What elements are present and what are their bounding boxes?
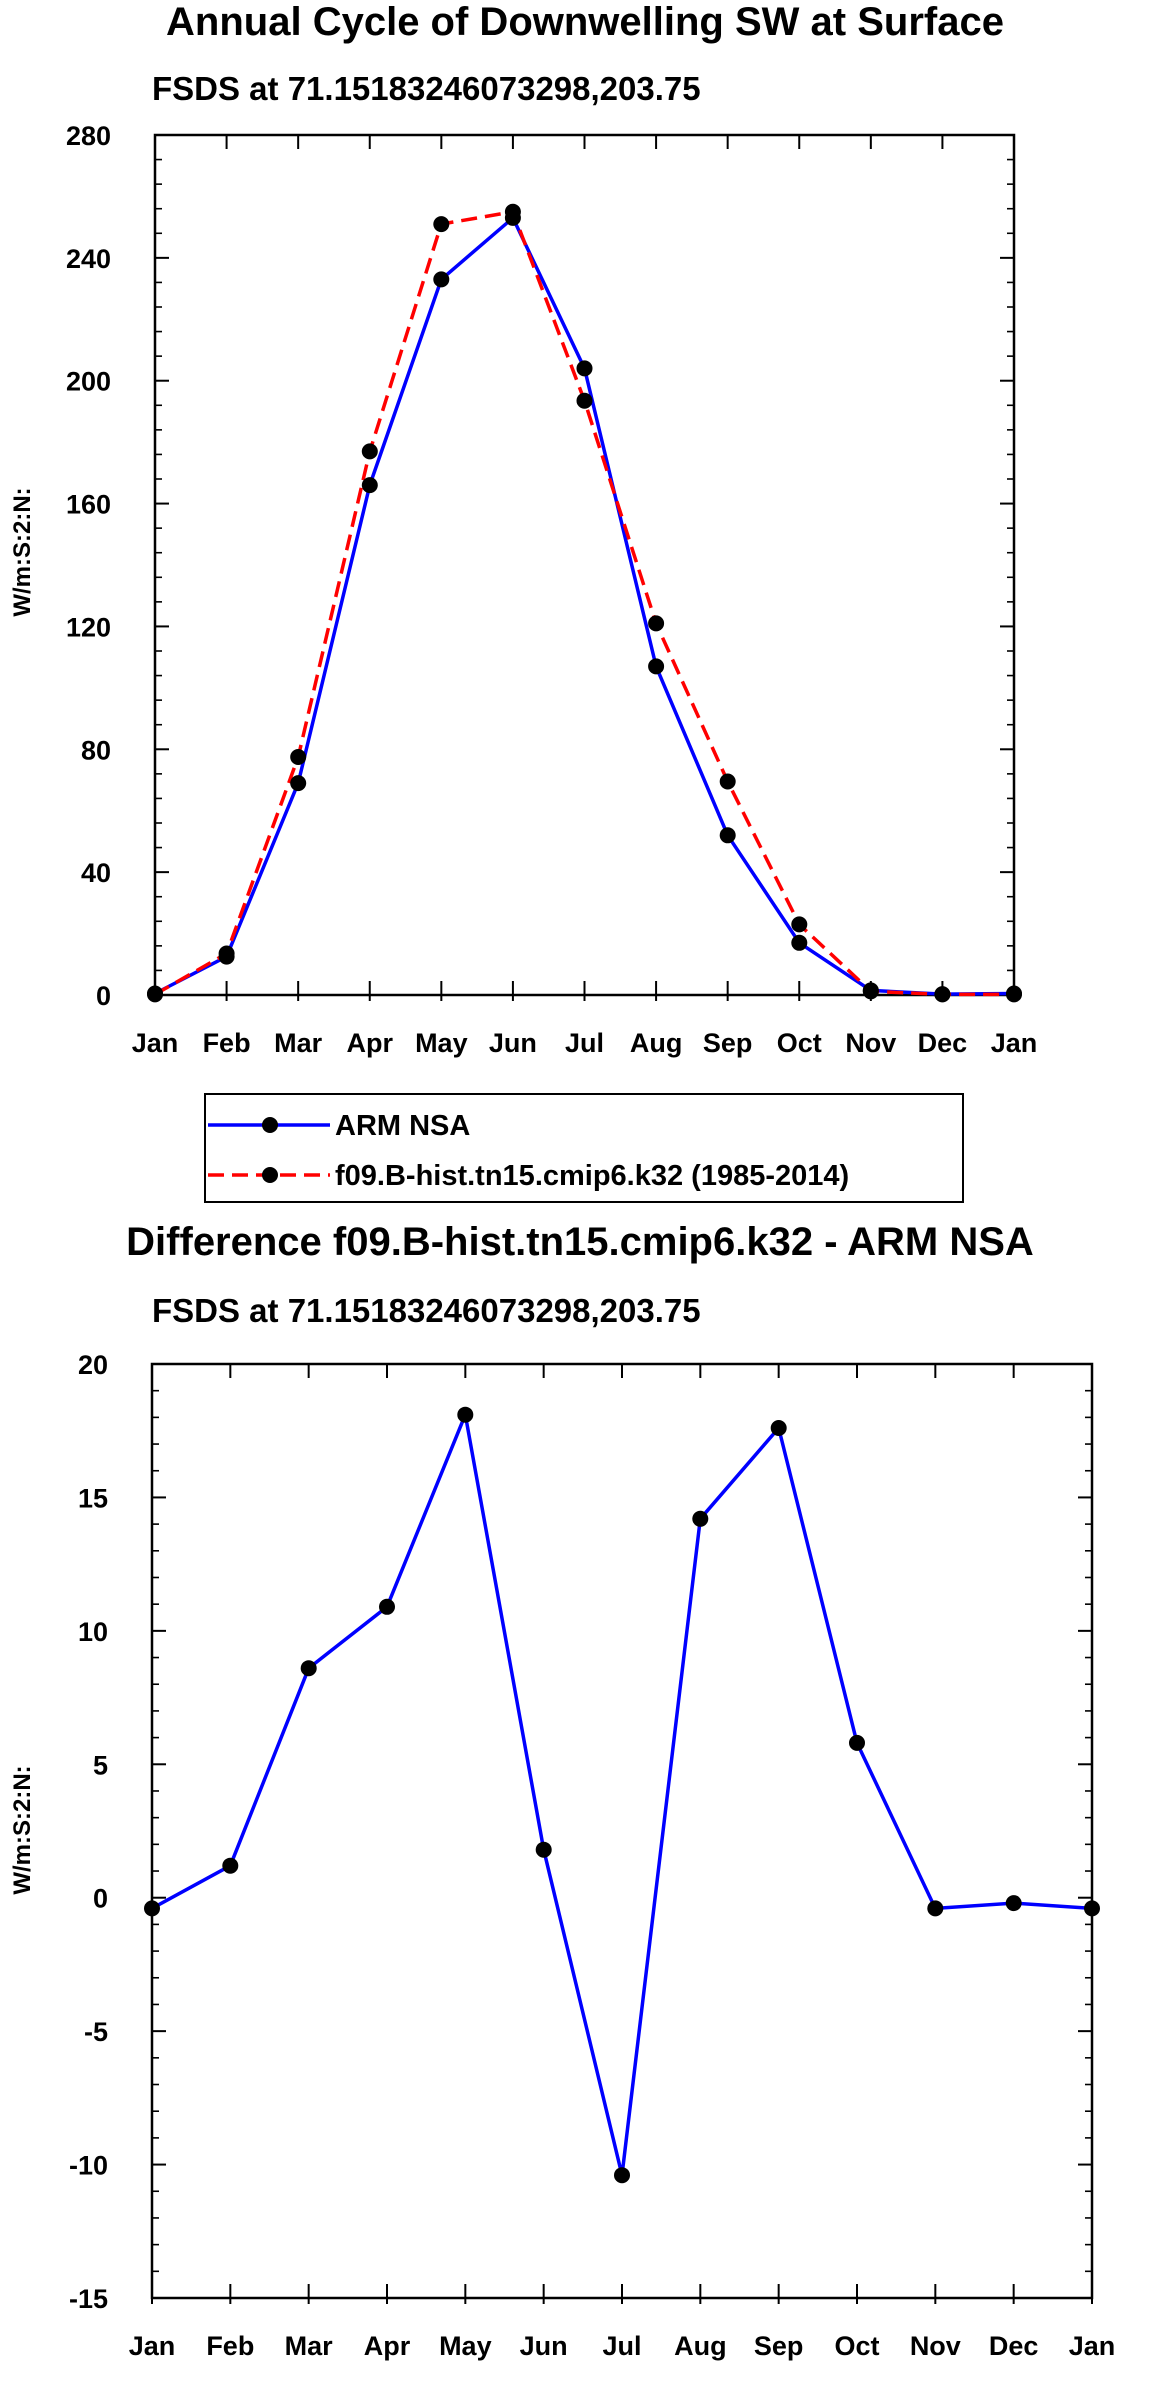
chart2-x-tick-label: Feb <box>206 2331 254 2361</box>
chart2-series-0-point <box>535 1841 552 1858</box>
chart1-x-tick-label: Sep <box>703 1028 753 1058</box>
chart1-x-tick-label: Aug <box>630 1028 682 1058</box>
chart1-series-0-point <box>290 775 307 792</box>
chart2-x-tick-label: Aug <box>674 2331 726 2361</box>
chart1-series-0-point <box>576 360 593 377</box>
annual-cycle-chart: Annual Cycle of Downwelling SW at Surfac… <box>9 0 1037 1203</box>
chart2-y-tick-label: -10 <box>69 2151 108 2181</box>
chart1-y-tick-label: 40 <box>81 858 111 888</box>
legend-box <box>204 1093 964 1203</box>
legend-marker-model <box>262 1167 278 1183</box>
chart2-series-0-point <box>849 1734 865 1751</box>
chart1-plot-area: Jan Feb Mar Apr May Jun Jul Aug Sep Oct Nov Dec Jan 0… <box>66 121 1037 1058</box>
chart1-series-1-point <box>504 203 521 220</box>
chart1-x-tick-label: Oct <box>777 1028 822 1058</box>
chart2-x-tick-label: Apr <box>364 2331 411 2361</box>
chart2-x-tick-label: Jan <box>1069 2331 1116 2361</box>
chart1-series-1-point <box>218 945 235 962</box>
chart1-series-1-point <box>791 916 808 933</box>
chart2-y-axis-label: W/m:S:2:N: <box>9 1765 36 1894</box>
chart2-x-tick-label: May <box>439 2331 492 2361</box>
chart1-x-tick-label: Jul <box>565 1028 604 1058</box>
chart1-series-1-point <box>433 216 450 233</box>
chart1-y-tick-label: 280 <box>66 121 111 151</box>
legend-marker-arm-nsa <box>262 1117 278 1133</box>
chart2-y-tick-label: 15 <box>78 1483 108 1513</box>
chart2-series-0-point <box>144 1900 160 1917</box>
chart2-plot-area: Jan Feb Mar Apr May Jun Jul Aug Sep Oct Nov Dec Jan-… <box>69 1350 1115 2361</box>
chart1-x-tick-label: Feb <box>203 1028 251 1058</box>
chart1-x-tick-label: Jan <box>991 1028 1038 1058</box>
chart2-subtitle: FSDS at 71.15183246073298,203.75 <box>152 1292 701 1329</box>
chart1-y-axis-label: W/m:S:2:N: <box>9 487 36 616</box>
chart2-series-0-point <box>222 1857 239 1874</box>
chart1-series-1-point <box>361 443 378 460</box>
chart1-x-tick-label: Apr <box>347 1028 394 1058</box>
chart1-y-tick-label: 200 <box>66 367 111 397</box>
difference-chart: Difference f09.B-hist.tn15.cmip6.k32 - A… <box>9 1220 1115 2361</box>
chart2-x-tick-label: Sep <box>754 2331 804 2361</box>
chart1-series-0-point <box>648 658 665 675</box>
chart2-series-0-point <box>614 2167 630 2184</box>
chart2-y-tick-label: 0 <box>93 1884 108 1914</box>
chart1-series-1-point <box>862 983 879 1000</box>
chart2-x-tick-label: Mar <box>285 2331 334 2361</box>
chart1-x-tick-label: Dec <box>918 1028 968 1058</box>
chart1-x-tick-label: Nov <box>845 1028 896 1058</box>
chart2-y-tick-label: -15 <box>69 2284 108 2314</box>
chart2-x-tick-label: Oct <box>834 2331 879 2361</box>
chart2-series-0-point <box>457 1406 474 1423</box>
chart1-x-tick-label: Jan <box>132 1028 179 1058</box>
chart1-x-tick-label: May <box>415 1028 468 1058</box>
chart1-y-tick-label: 120 <box>66 612 111 642</box>
chart1-series-1-point <box>719 773 736 790</box>
chart2-series-0-point <box>927 1900 944 1917</box>
chart1-series-1-point <box>648 615 665 632</box>
legend-label-model: f09.B-hist.tn15.cmip6.k32 (1985-2014) <box>335 1160 849 1192</box>
chart2-series-0-point <box>770 1420 787 1436</box>
chart1-y-tick-label: 0 <box>96 981 111 1011</box>
chart1-subtitle: FSDS at 71.15183246073298,203.75 <box>152 70 701 107</box>
chart2-y-tick-label: 10 <box>78 1617 108 1647</box>
chart2-y-tick-label: 5 <box>93 1750 108 1780</box>
chart2-x-tick-label: Jan <box>129 2331 176 2361</box>
chart2-x-tick-label: Jul <box>602 2331 641 2361</box>
chart1-series-0-point <box>791 934 808 951</box>
chart1-title: Annual Cycle of Downwelling SW at Surfac… <box>166 0 1004 44</box>
chart2-x-tick-label: Nov <box>910 2331 961 2361</box>
chart2-series-0-point <box>300 1660 317 1677</box>
chart1-y-tick-label: 160 <box>66 490 111 520</box>
chart1-series-0-point <box>361 477 378 494</box>
chart2-y-tick-label: -5 <box>84 2017 108 2047</box>
chart2-x-tick-label: Jun <box>520 2331 568 2361</box>
chart2-y-tick-label: 20 <box>78 1350 108 1380</box>
legend-label-arm-nsa: ARM NSA <box>335 1110 470 1142</box>
chart1-legend: ARM NSA f09.B-hist.tn15.cmip6.k32 (1985-… <box>204 1093 964 1203</box>
chart2-series-0-point <box>692 1510 709 1527</box>
chart2-x-tick-label: Dec <box>989 2331 1039 2361</box>
chart1-y-tick-label: 80 <box>81 735 111 765</box>
chart2-series-0-point <box>1005 1895 1022 1912</box>
chart1-x-tick-label: Jun <box>489 1028 537 1058</box>
chart1-x-tick-label: Mar <box>274 1028 323 1058</box>
chart1-series-1-point <box>576 392 593 409</box>
chart1-series-0-point <box>719 827 736 844</box>
chart1-series-1-point <box>1006 986 1022 1003</box>
chart2-title: Difference f09.B-hist.tn15.cmip6.k32 - A… <box>126 1220 1034 1264</box>
chart1-series-1-point <box>147 986 163 1003</box>
chart1-series-1-point <box>934 986 951 1003</box>
chart1-series-1-point <box>290 749 307 765</box>
chart1-y-tick-label: 240 <box>66 244 111 274</box>
chart2-series-0-point <box>379 1598 395 1615</box>
chart1-series-0-point <box>433 271 450 288</box>
chart2-series-0-point <box>1084 1900 1100 1917</box>
